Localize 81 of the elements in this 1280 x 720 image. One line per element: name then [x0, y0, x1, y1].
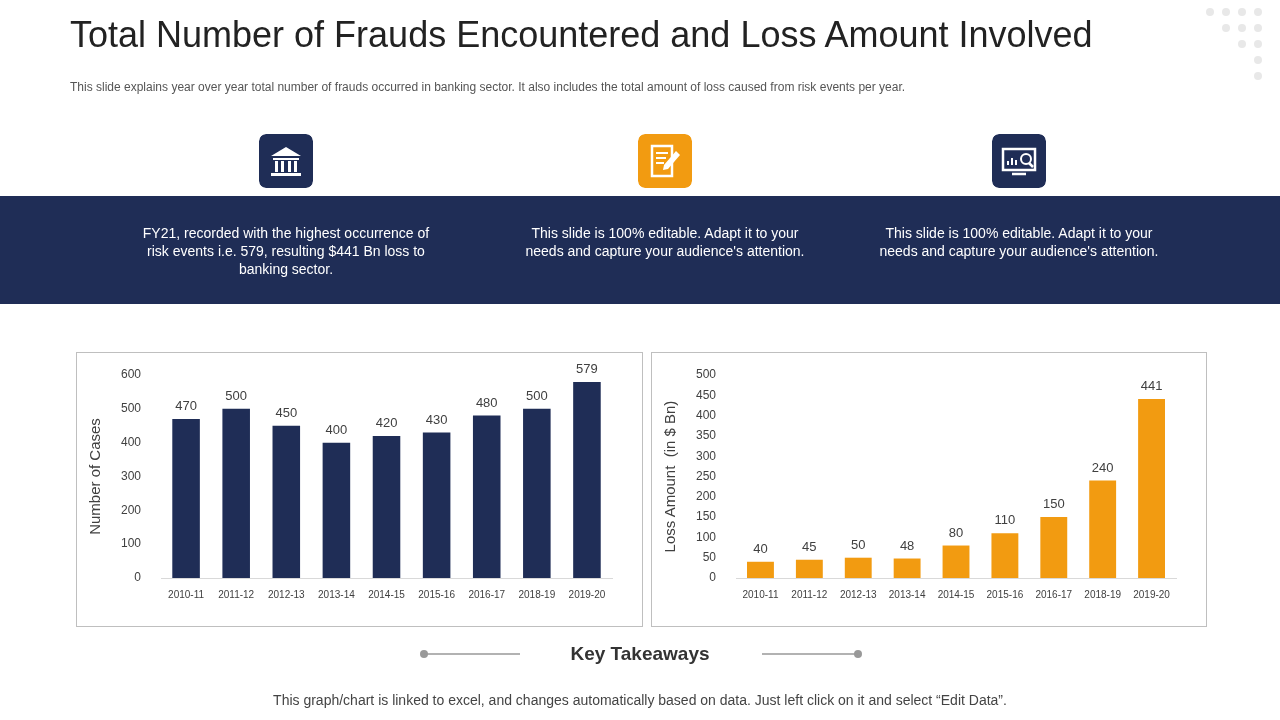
x-tick-label: 2014-15 [937, 588, 975, 600]
bar [1089, 480, 1117, 578]
data-label: 240 [1091, 459, 1114, 475]
y-tick-label: 300 [695, 448, 717, 463]
data-label: 420 [375, 414, 398, 430]
y-tick-label: 150 [695, 509, 717, 524]
bar [795, 559, 823, 578]
data-label: 450 [275, 404, 298, 420]
x-tick-label: 2015-16 [986, 588, 1024, 600]
bar [747, 561, 774, 578]
text: FY21, recorded with the highest occurrence of risk events i.e. 579, resulting $441 Bn loss to banking sector. [141, 224, 431, 278]
bar [523, 408, 551, 578]
y-tick-label: 450 [695, 387, 717, 402]
x-tick-label: 2019-20 [568, 588, 606, 600]
bar [322, 442, 351, 578]
data-label: 500 [525, 387, 548, 403]
text: Key Takeaways [569, 643, 711, 665]
x-tick-label: 2011-12 [791, 588, 828, 600]
bar [372, 435, 401, 578]
x-tick-label: 2012-13 [839, 588, 878, 600]
text: This graph/chart is linked to excel, and changes automatically based on data. Just left click on it and select “Edit Data”. [272, 692, 1008, 708]
x-tick-label: 2015-16 [418, 588, 456, 600]
data-label: 48 [899, 537, 915, 553]
x-tick-label: 2019-20 [1133, 588, 1171, 600]
data-label: 45 [802, 538, 817, 554]
y-tick-label: 100 [695, 529, 717, 544]
y-tick-label: 250 [695, 468, 717, 483]
bar [1040, 517, 1068, 578]
y-tick-label: 400 [695, 407, 717, 422]
bar [893, 558, 921, 578]
y-axis-title: Number of Cases [86, 418, 104, 535]
bar [222, 408, 250, 578]
y-tick-label: 100 [120, 536, 142, 551]
data-label: 80 [948, 524, 964, 540]
data-label: 50 [851, 536, 866, 552]
y-tick-label: 300 [120, 468, 142, 483]
bar [472, 415, 501, 578]
y-tick-label: 0 [134, 570, 142, 585]
y-tick-label: 0 [709, 570, 717, 585]
x-tick-label: 2011-12 [218, 588, 255, 600]
x-tick-label: 2010-11 [168, 588, 205, 600]
data-label: 150 [1042, 496, 1065, 512]
y-axis-title: Loss Amount (in $ Bn) [661, 400, 679, 553]
x-tick-label: 2012-13 [267, 588, 306, 600]
data-label: 441 [1140, 378, 1163, 394]
x-tick-label: 2016-17 [468, 588, 506, 600]
data-label: 430 [425, 411, 448, 427]
x-tick-label: 2014-15 [368, 588, 406, 600]
x-tick-label: 2018-19 [1084, 588, 1122, 600]
bar [844, 557, 872, 578]
x-tick-label: 2013-14 [888, 588, 926, 600]
x-tick-label: 2013-14 [318, 588, 356, 600]
bar [573, 382, 601, 578]
y-tick-label: 200 [695, 489, 717, 504]
data-label: 500 [225, 387, 248, 403]
bar [422, 432, 451, 578]
data-label: 470 [175, 398, 197, 414]
text: This slide is 100% editable. Adapt it to your needs and capture your audience's attention. [878, 224, 1160, 260]
x-tick-label: 2018-19 [518, 588, 556, 600]
data-label: 579 [576, 361, 598, 377]
y-tick-label: 500 [695, 367, 717, 382]
y-tick-label: 600 [120, 367, 142, 382]
y-tick-label: 400 [120, 434, 142, 449]
data-label: 480 [475, 394, 498, 410]
y-tick-label: 200 [120, 502, 142, 517]
x-tick-label: 2016-17 [1035, 588, 1073, 600]
text: This slide is 100% editable. Adapt it to your needs and capture your audience's attention. [524, 224, 806, 260]
data-label: 110 [994, 512, 1016, 528]
y-tick-label: 500 [120, 401, 142, 416]
bar [172, 418, 200, 578]
data-label: 400 [325, 421, 348, 437]
data-label: 40 [753, 540, 768, 556]
y-tick-label: 350 [695, 428, 717, 443]
bar [272, 425, 301, 578]
y-tick-label: 50 [702, 550, 717, 565]
text: This slide explains year over year total number of frauds occurred in banking sector. It also includes the total amount of loss caused from risk events per year. [70, 80, 906, 94]
bar [991, 533, 1019, 578]
bar [942, 545, 970, 578]
x-tick-label: 2010-11 [742, 588, 779, 600]
text: Total Number of Frauds Encountered and Loss Amount Involved [70, 14, 1093, 56]
bar [1138, 398, 1165, 578]
